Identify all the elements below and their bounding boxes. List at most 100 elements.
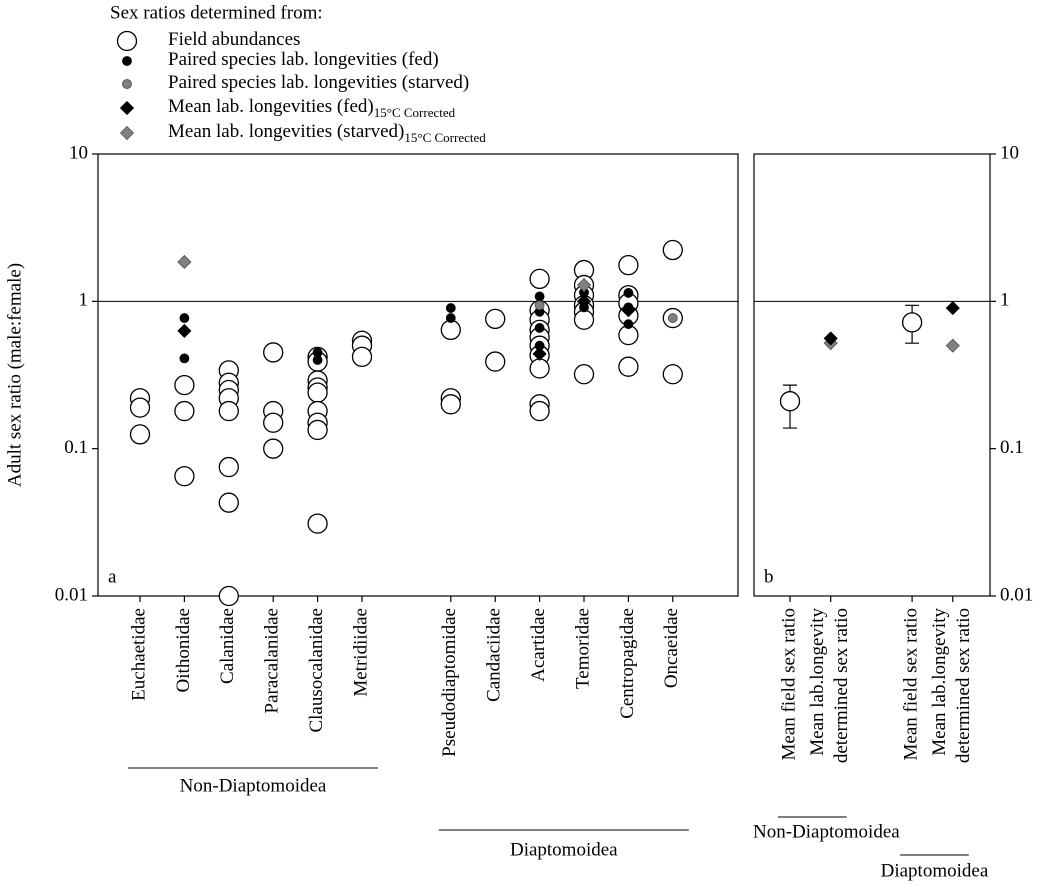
y-axis-label: Adult sex ratio (male:female) <box>4 263 25 487</box>
plot-frame <box>753 153 991 597</box>
legend-name: Field abundances <box>168 29 300 50</box>
dot-marker <box>534 323 545 333</box>
x-tick-label: Clausocalanidae <box>306 608 327 733</box>
diamond-marker <box>945 338 960 353</box>
circle-marker <box>440 319 461 341</box>
legend-name: Paired species lab. longevities (fed) <box>168 49 439 70</box>
x-tick-label: Oithonidae <box>173 608 194 692</box>
diamond-marker <box>177 323 192 338</box>
circle-marker <box>440 394 461 415</box>
circle-marker <box>662 364 683 385</box>
circle-marker <box>307 382 328 403</box>
y-tick-label: 1 <box>79 290 89 311</box>
legend-label: Field abundances <box>168 29 300 50</box>
legend-subscript: 15°C Corrected <box>374 105 456 120</box>
legend-label: Paired species lab. longevities (fed) <box>168 49 439 70</box>
dot-marker <box>445 313 456 323</box>
legend-marker <box>119 125 135 141</box>
dot-marker <box>179 353 190 364</box>
diamond-marker <box>621 303 636 318</box>
x-tick-label: Paracalanidae <box>262 608 283 713</box>
x-tick-label: determined sex ratio <box>831 608 852 763</box>
legend-marker <box>122 56 132 66</box>
x-tick-label: Metridiidae <box>350 608 371 697</box>
x-tick-label: determined sex ratio <box>953 608 974 763</box>
legend-marker <box>119 100 135 116</box>
group-label: Diaptomoidea <box>510 839 618 860</box>
plot-frame <box>97 153 739 597</box>
y-tick-label: 10 <box>69 142 88 163</box>
x-tick-label: Mean lab.longevity <box>807 608 828 756</box>
x-tick-label: Temoridae <box>572 608 593 689</box>
diamond-marker <box>532 346 547 361</box>
x-tick-label: Calanidae <box>217 608 238 684</box>
x-tick-label: Acartidae <box>528 608 549 682</box>
circle-marker <box>174 400 195 422</box>
circle-marker <box>263 438 284 459</box>
diamond-marker <box>576 294 592 309</box>
dot-marker <box>312 355 323 365</box>
legend-name: Mean lab. longevities (fed) <box>168 96 374 117</box>
circle-marker <box>174 374 195 396</box>
circle-marker <box>901 312 923 333</box>
dot-marker <box>445 303 456 313</box>
group-label: Non-Diaptomoidea <box>753 821 900 842</box>
circle-marker <box>662 239 683 261</box>
y-tick-label: 0.01 <box>55 584 88 605</box>
circle-marker <box>307 419 328 441</box>
dot-marker <box>534 300 545 311</box>
circle-marker <box>307 513 328 534</box>
circle-marker <box>218 400 239 422</box>
circle-marker <box>573 309 595 330</box>
legend-title: Sex ratios determined from: <box>110 2 323 23</box>
circle-marker <box>618 356 639 377</box>
circle-marker <box>779 391 801 412</box>
y-tick-label: 0.01 <box>1000 584 1033 605</box>
legend-name: Mean lab. longevities (starved) <box>168 121 404 142</box>
circle-marker <box>485 308 506 330</box>
legend-label: Mean lab. longevities (starved)15°C Corr… <box>168 121 486 145</box>
circle-marker <box>351 346 373 367</box>
dot-marker <box>534 291 545 302</box>
legend-subscript: 15°C Corrected <box>404 130 486 145</box>
diamond-marker <box>576 277 592 293</box>
circle-marker <box>485 351 506 372</box>
x-tick-label: Mean field sex ratio <box>900 608 921 760</box>
circle-marker <box>618 255 639 276</box>
circle-marker <box>529 358 550 379</box>
circle-marker <box>218 456 239 478</box>
y-tick-label: 0.1 <box>64 437 88 458</box>
x-tick-label: Oncaeidae <box>661 608 682 688</box>
x-tick-label: Candaciidae <box>484 608 505 702</box>
circle-marker <box>174 466 195 487</box>
circle-marker <box>129 397 151 418</box>
circle-marker <box>573 364 595 385</box>
circle-marker <box>529 268 550 290</box>
y-tick-label: 10 <box>1000 142 1019 163</box>
y-tick-label: 1 <box>1000 290 1010 311</box>
panel-label: b <box>764 566 774 587</box>
y-tick-label: 0.1 <box>1000 437 1024 458</box>
legend-marker <box>122 79 132 89</box>
legend-marker <box>116 30 138 52</box>
circle-marker <box>218 585 239 607</box>
legend-name: Paired species lab. longevities (starved… <box>168 72 469 93</box>
group-label: Non-Diaptomoidea <box>180 775 327 796</box>
circle-marker <box>263 342 284 363</box>
x-tick-label: Centropagidae <box>617 608 638 719</box>
circle-marker <box>129 424 151 445</box>
diamond-marker <box>945 301 960 316</box>
legend-label: Paired species lab. longevities (starved… <box>168 72 469 93</box>
x-tick-label: Euchaetidae <box>128 608 149 701</box>
x-tick-label: Mean field sex ratio <box>778 608 799 760</box>
dot-marker <box>623 288 634 298</box>
circle-marker <box>218 492 239 513</box>
circle-marker <box>263 412 284 433</box>
diamond-marker <box>823 331 838 346</box>
dot-marker <box>179 313 190 323</box>
dot-marker <box>667 313 678 323</box>
circle-marker <box>529 400 550 422</box>
x-tick-label: Mean lab.longevity <box>929 608 950 756</box>
dot-marker <box>623 319 634 330</box>
